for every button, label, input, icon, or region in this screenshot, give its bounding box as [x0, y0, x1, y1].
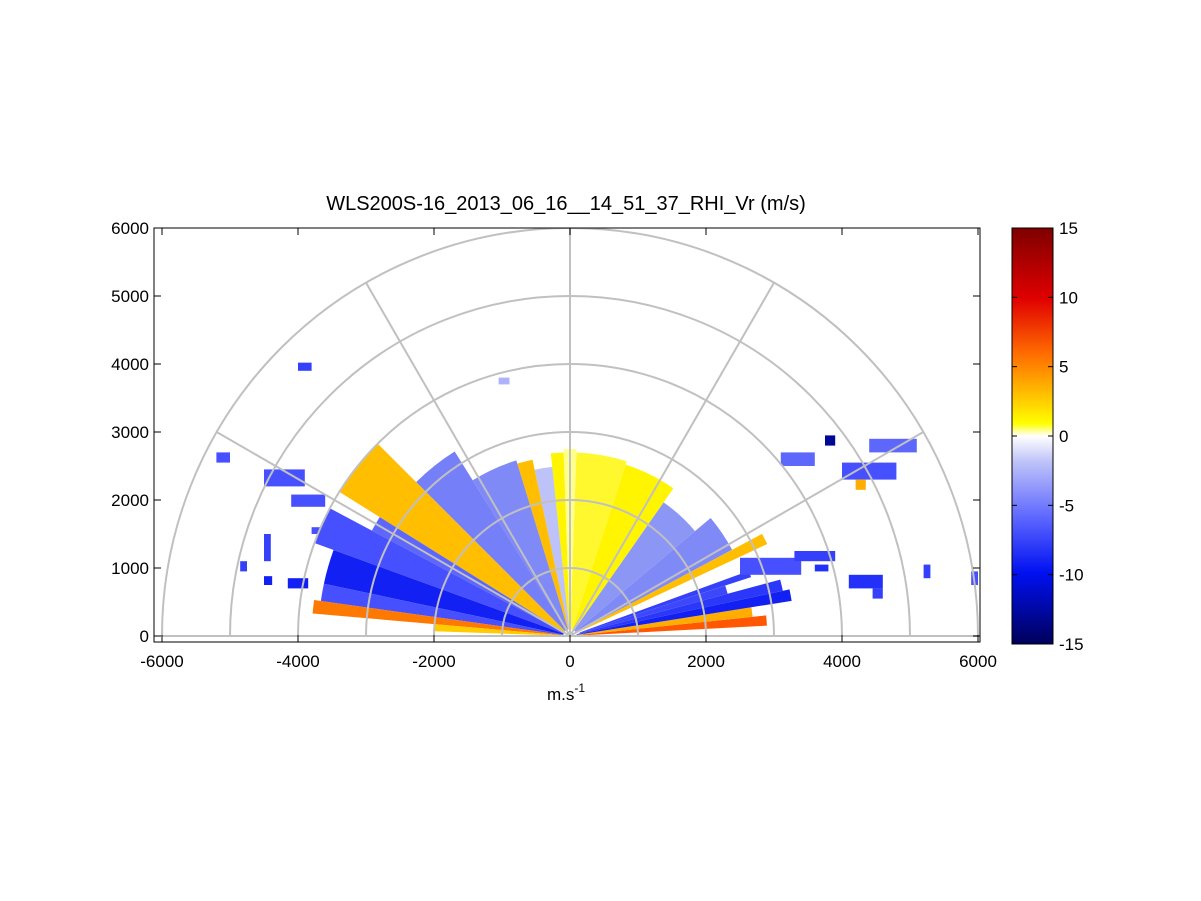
- patch-16: [740, 557, 802, 575]
- colorbar-ticks: 15 10 5 0 -5 -10 -15: [1012, 219, 1084, 654]
- sector-19: [314, 508, 564, 634]
- patch-2: [498, 377, 510, 385]
- sector-14: [517, 459, 569, 630]
- y-tick-label: 0: [140, 627, 149, 646]
- sector-12: [550, 452, 570, 630]
- sector-3: [576, 579, 783, 635]
- colorbar-tick-label: 10: [1059, 288, 1078, 307]
- y-tick-label: 4000: [111, 355, 149, 374]
- sector-13: [534, 466, 570, 630]
- sector-17: [339, 443, 566, 633]
- grid-spoke-1: [569, 431, 924, 637]
- sector-6: [579, 533, 768, 632]
- y-tick-label: 2000: [111, 491, 149, 510]
- y-tick-label: 3000: [111, 423, 149, 442]
- y-tick-label: 6000: [111, 219, 149, 238]
- sector-15: [472, 460, 569, 631]
- y-tick-label: 5000: [111, 287, 149, 306]
- patch-14: [855, 479, 866, 490]
- patch-19: [872, 588, 883, 599]
- patch-12: [842, 462, 897, 480]
- grid-spoke-2: [569, 282, 775, 637]
- colorbar-tick-label: 5: [1059, 358, 1068, 377]
- sector-5: [579, 570, 752, 633]
- sector-10: [570, 452, 627, 630]
- patch-17: [794, 551, 836, 562]
- sector-16: [416, 451, 567, 632]
- patch-1: [298, 362, 312, 371]
- x-tick-label: -4000: [276, 652, 319, 671]
- patch-10: [366, 544, 390, 562]
- patch-22: [814, 564, 829, 572]
- patch-15: [780, 452, 815, 466]
- sector-22: [312, 600, 564, 636]
- sector-0: [576, 615, 767, 636]
- colorbar: [1011, 227, 1054, 645]
- x-tick-label: 0: [565, 652, 574, 671]
- patch-18: [848, 574, 883, 589]
- colorbar-tick-label: 0: [1059, 427, 1068, 446]
- patch-8: [264, 576, 273, 585]
- sector-1: [576, 607, 753, 636]
- sector-20: [323, 549, 564, 635]
- patch-3: [264, 469, 305, 487]
- colorbar-tick-label: 15: [1059, 219, 1078, 238]
- patch-0: [216, 452, 230, 463]
- patch-6: [264, 534, 271, 562]
- colorbar-tick-label: -5: [1059, 496, 1074, 515]
- x-tick-label: 4000: [823, 652, 861, 671]
- x-tick-label: 2000: [687, 652, 725, 671]
- sector-23: [434, 624, 564, 636]
- x-axis-label: m.s-1: [547, 681, 585, 704]
- sector-4: [579, 585, 728, 634]
- x-tick-label: -2000: [412, 652, 455, 671]
- x-tick-label: -6000: [140, 652, 183, 671]
- x-tick-label: 6000: [959, 652, 997, 671]
- y-tick-label: 1000: [111, 559, 149, 578]
- axis-ticks: -6000 -4000 -2000 0 2000 4000 6000 0 1000 2000 300…: [111, 219, 997, 671]
- sector-8: [573, 502, 696, 632]
- patch-7: [240, 561, 247, 572]
- chart-title: WLS200S-16_2013_06_16__14_51_37_RHI_Vr (…: [326, 193, 806, 215]
- patch-11: [825, 435, 836, 446]
- velocity-field: [216, 362, 978, 636]
- grid-spoke-5: [216, 431, 571, 637]
- colorbar-tick-label: -15: [1059, 635, 1084, 654]
- patch-20: [923, 564, 931, 579]
- sector-2: [576, 589, 792, 635]
- colorbar-tick-label: -10: [1059, 566, 1084, 585]
- plot-frame: [153, 227, 981, 643]
- polar-grid: [161, 228, 979, 637]
- patch-9: [287, 578, 309, 589]
- grid-spoke-4: [365, 282, 571, 637]
- sector-7: [575, 517, 733, 633]
- patch-4: [291, 494, 326, 507]
